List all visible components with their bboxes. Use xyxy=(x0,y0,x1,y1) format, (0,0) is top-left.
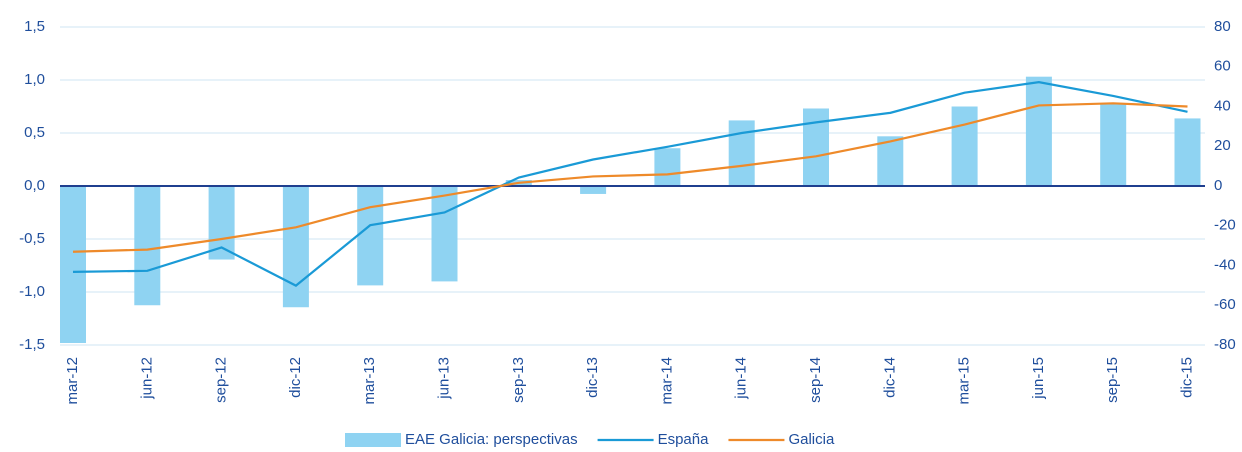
x-tick-label: dic-13 xyxy=(584,357,601,398)
bar xyxy=(431,186,458,282)
x-tick-label: jun-14 xyxy=(733,357,750,400)
x-tick-label: dic-14 xyxy=(881,357,898,398)
y-tick-label: -1,5 xyxy=(19,336,45,353)
bar xyxy=(728,120,755,186)
legend-item: Galicia xyxy=(728,431,835,448)
x-tick-label: sep-13 xyxy=(510,357,527,403)
y2-tick-label: -40 xyxy=(1214,256,1236,273)
x-tick-label: sep-15 xyxy=(1104,357,1121,403)
bar xyxy=(134,186,161,306)
y2-tick-label: -80 xyxy=(1214,336,1236,353)
x-tick-label: sep-12 xyxy=(213,357,230,403)
bar xyxy=(1025,76,1052,186)
legend-item: España xyxy=(597,431,710,448)
y2-tick-label: 40 xyxy=(1214,97,1231,114)
x-tick-label: dic-12 xyxy=(287,357,304,398)
y2-tick-label: 20 xyxy=(1214,137,1231,154)
bar xyxy=(60,186,86,344)
x-tick-label: jun-13 xyxy=(435,357,452,400)
line xyxy=(72,102,1188,253)
y2-tick-label: -20 xyxy=(1214,217,1236,234)
x-tick-label: sep-14 xyxy=(807,357,824,403)
bar xyxy=(951,106,978,186)
x-tick-label: mar-15 xyxy=(956,357,973,405)
line xyxy=(72,81,1188,287)
grid xyxy=(60,26,1205,346)
legend-label: España xyxy=(658,431,710,448)
y-tick-label: 0,5 xyxy=(24,124,45,141)
x-tick-label: jun-15 xyxy=(1030,357,1047,400)
bar xyxy=(803,108,829,186)
bar xyxy=(877,136,904,186)
y-tick-label: 0,0 xyxy=(24,177,45,194)
x-tick-label: mar-14 xyxy=(658,357,675,405)
y-tick-label: 1,0 xyxy=(24,71,45,88)
bar xyxy=(282,186,309,308)
y-tick-label: -1,0 xyxy=(19,283,45,300)
x-tick-label: dic-15 xyxy=(1178,357,1195,398)
y2-tick-label: -60 xyxy=(1214,296,1236,313)
bar xyxy=(357,186,384,286)
x-tick-label: jun-12 xyxy=(138,357,155,400)
bar xyxy=(654,148,681,186)
bar xyxy=(1100,104,1127,186)
bar xyxy=(580,186,607,194)
legend-label: Galicia xyxy=(788,431,835,448)
legend-label: EAE Galicia: perspectivas xyxy=(405,431,578,448)
y2-tick-label: 80 xyxy=(1214,18,1231,35)
x-tick-label: mar-13 xyxy=(361,357,378,405)
y2-tick-label: 0 xyxy=(1214,177,1222,194)
bar xyxy=(1174,118,1201,186)
legend-swatch xyxy=(345,433,401,447)
y-tick-label: 1,5 xyxy=(24,18,45,35)
x-tick-label: mar-12 xyxy=(64,357,81,405)
legend-item: EAE Galicia: perspectivas xyxy=(345,431,578,448)
y2-tick-label: 60 xyxy=(1214,58,1231,75)
y-tick-label: -0,5 xyxy=(19,230,45,247)
